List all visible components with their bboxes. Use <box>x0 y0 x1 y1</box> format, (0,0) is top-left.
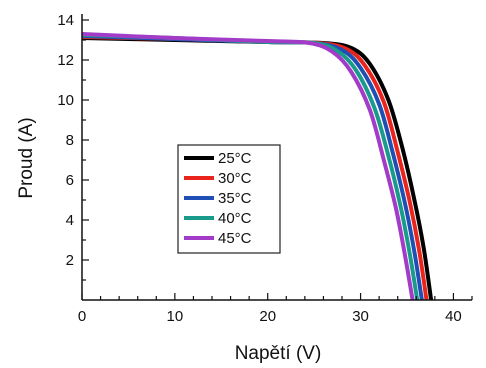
x-tick-label: 0 <box>78 308 86 325</box>
x-tick-label: 40 <box>445 308 462 325</box>
tick-labels: 2 4 6 8 10 12 14 0 10 20 30 40 <box>57 12 461 325</box>
legend-label-0: 25°C <box>218 150 252 167</box>
x-tick-label: 20 <box>259 308 276 325</box>
legend-label-4: 45°C <box>218 230 252 247</box>
x-tick-label: 10 <box>167 308 184 325</box>
legend: 25°C 30°C 35°C 40°C 45°C <box>177 144 281 254</box>
legend-label-3: 40°C <box>218 210 252 227</box>
y-tick-label: 4 <box>66 212 74 229</box>
y-tick-label: 2 <box>66 252 74 269</box>
y-tick-label: 8 <box>66 132 74 149</box>
legend-label-2: 35°C <box>218 190 252 207</box>
x-tick-label: 30 <box>352 308 369 325</box>
y-axis-title: Proud (A) <box>16 117 37 198</box>
series-line-4 <box>81 32 415 301</box>
series-layer <box>81 32 434 301</box>
y-tick-label: 6 <box>66 172 74 189</box>
axes <box>81 14 473 301</box>
y-tick-label: 14 <box>57 12 74 29</box>
y-tick-label: 12 <box>57 52 74 69</box>
x-axis-title: Napětí (V) <box>235 343 322 364</box>
legend-label-1: 30°C <box>218 170 252 187</box>
y-tick-label: 10 <box>57 92 74 109</box>
